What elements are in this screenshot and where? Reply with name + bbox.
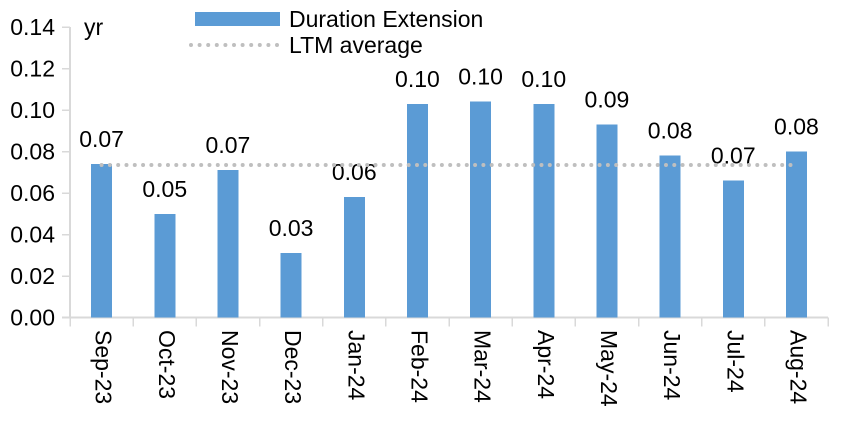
y-tick-label: 0.12 — [10, 56, 55, 82]
x-tick-label: Feb-24 — [406, 330, 432, 403]
x-tick-label: May-24 — [596, 330, 622, 407]
bar-value-label: 0.07 — [206, 132, 251, 158]
bar — [280, 253, 302, 318]
bar — [785, 151, 807, 318]
dotted-line-swatch — [189, 43, 281, 47]
x-tick-label: Jan-24 — [343, 330, 369, 401]
bar — [343, 197, 365, 318]
legend-label-ltm-average: LTM average — [289, 31, 423, 58]
bar — [596, 124, 618, 318]
bar-value-label: 0.09 — [585, 87, 630, 113]
bar — [533, 103, 555, 318]
legend-item-ltm-average: LTM average — [188, 32, 483, 58]
bar — [91, 163, 113, 318]
bar-value-label: 0.10 — [458, 64, 503, 90]
x-tick-label: Sep-23 — [91, 330, 117, 404]
bar — [722, 180, 744, 318]
x-tick-label: Nov-23 — [217, 330, 243, 404]
bar — [470, 101, 492, 318]
bar-value-label: 0.08 — [648, 118, 693, 144]
x-tick-label: Jul-24 — [722, 330, 748, 393]
x-tick-label: Aug-24 — [785, 330, 811, 404]
bar — [406, 103, 428, 318]
y-tick-label: 0.02 — [10, 263, 55, 289]
bar-value-label: 0.10 — [395, 66, 440, 92]
x-tick-label: Oct-23 — [154, 330, 180, 399]
bar — [154, 213, 176, 318]
y-tick-label: 0.00 — [10, 305, 55, 331]
bar-series-swatch — [195, 12, 280, 26]
bar-value-label: 0.08 — [774, 114, 819, 140]
y-tick-label: 0.04 — [10, 222, 55, 248]
bar-value-label: 0.10 — [521, 66, 566, 92]
y-axis-unit-label: yr — [84, 14, 104, 40]
legend-label-duration-extension: Duration Extension — [289, 5, 484, 32]
x-tick-label: Dec-23 — [280, 330, 306, 404]
x-tick-label: Apr-24 — [533, 330, 559, 399]
bar-value-label: 0.07 — [79, 126, 124, 152]
bar-value-label: 0.06 — [332, 159, 377, 185]
legend-item-duration-extension: Duration Extension — [188, 6, 483, 32]
bar — [217, 170, 239, 318]
x-tick-label: Mar-24 — [470, 330, 496, 403]
y-tick-label: 0.06 — [10, 180, 55, 206]
bar-value-label: 0.05 — [142, 176, 187, 202]
y-tick-label: 0.10 — [10, 97, 55, 123]
x-tick-label: Jun-24 — [659, 330, 685, 401]
y-tick-label: 0.14 — [10, 14, 55, 40]
bar — [659, 155, 681, 318]
bar-value-label: 0.03 — [269, 215, 314, 241]
chart-legend: Duration Extension LTM average — [188, 6, 483, 58]
y-tick-label: 0.08 — [10, 139, 55, 165]
